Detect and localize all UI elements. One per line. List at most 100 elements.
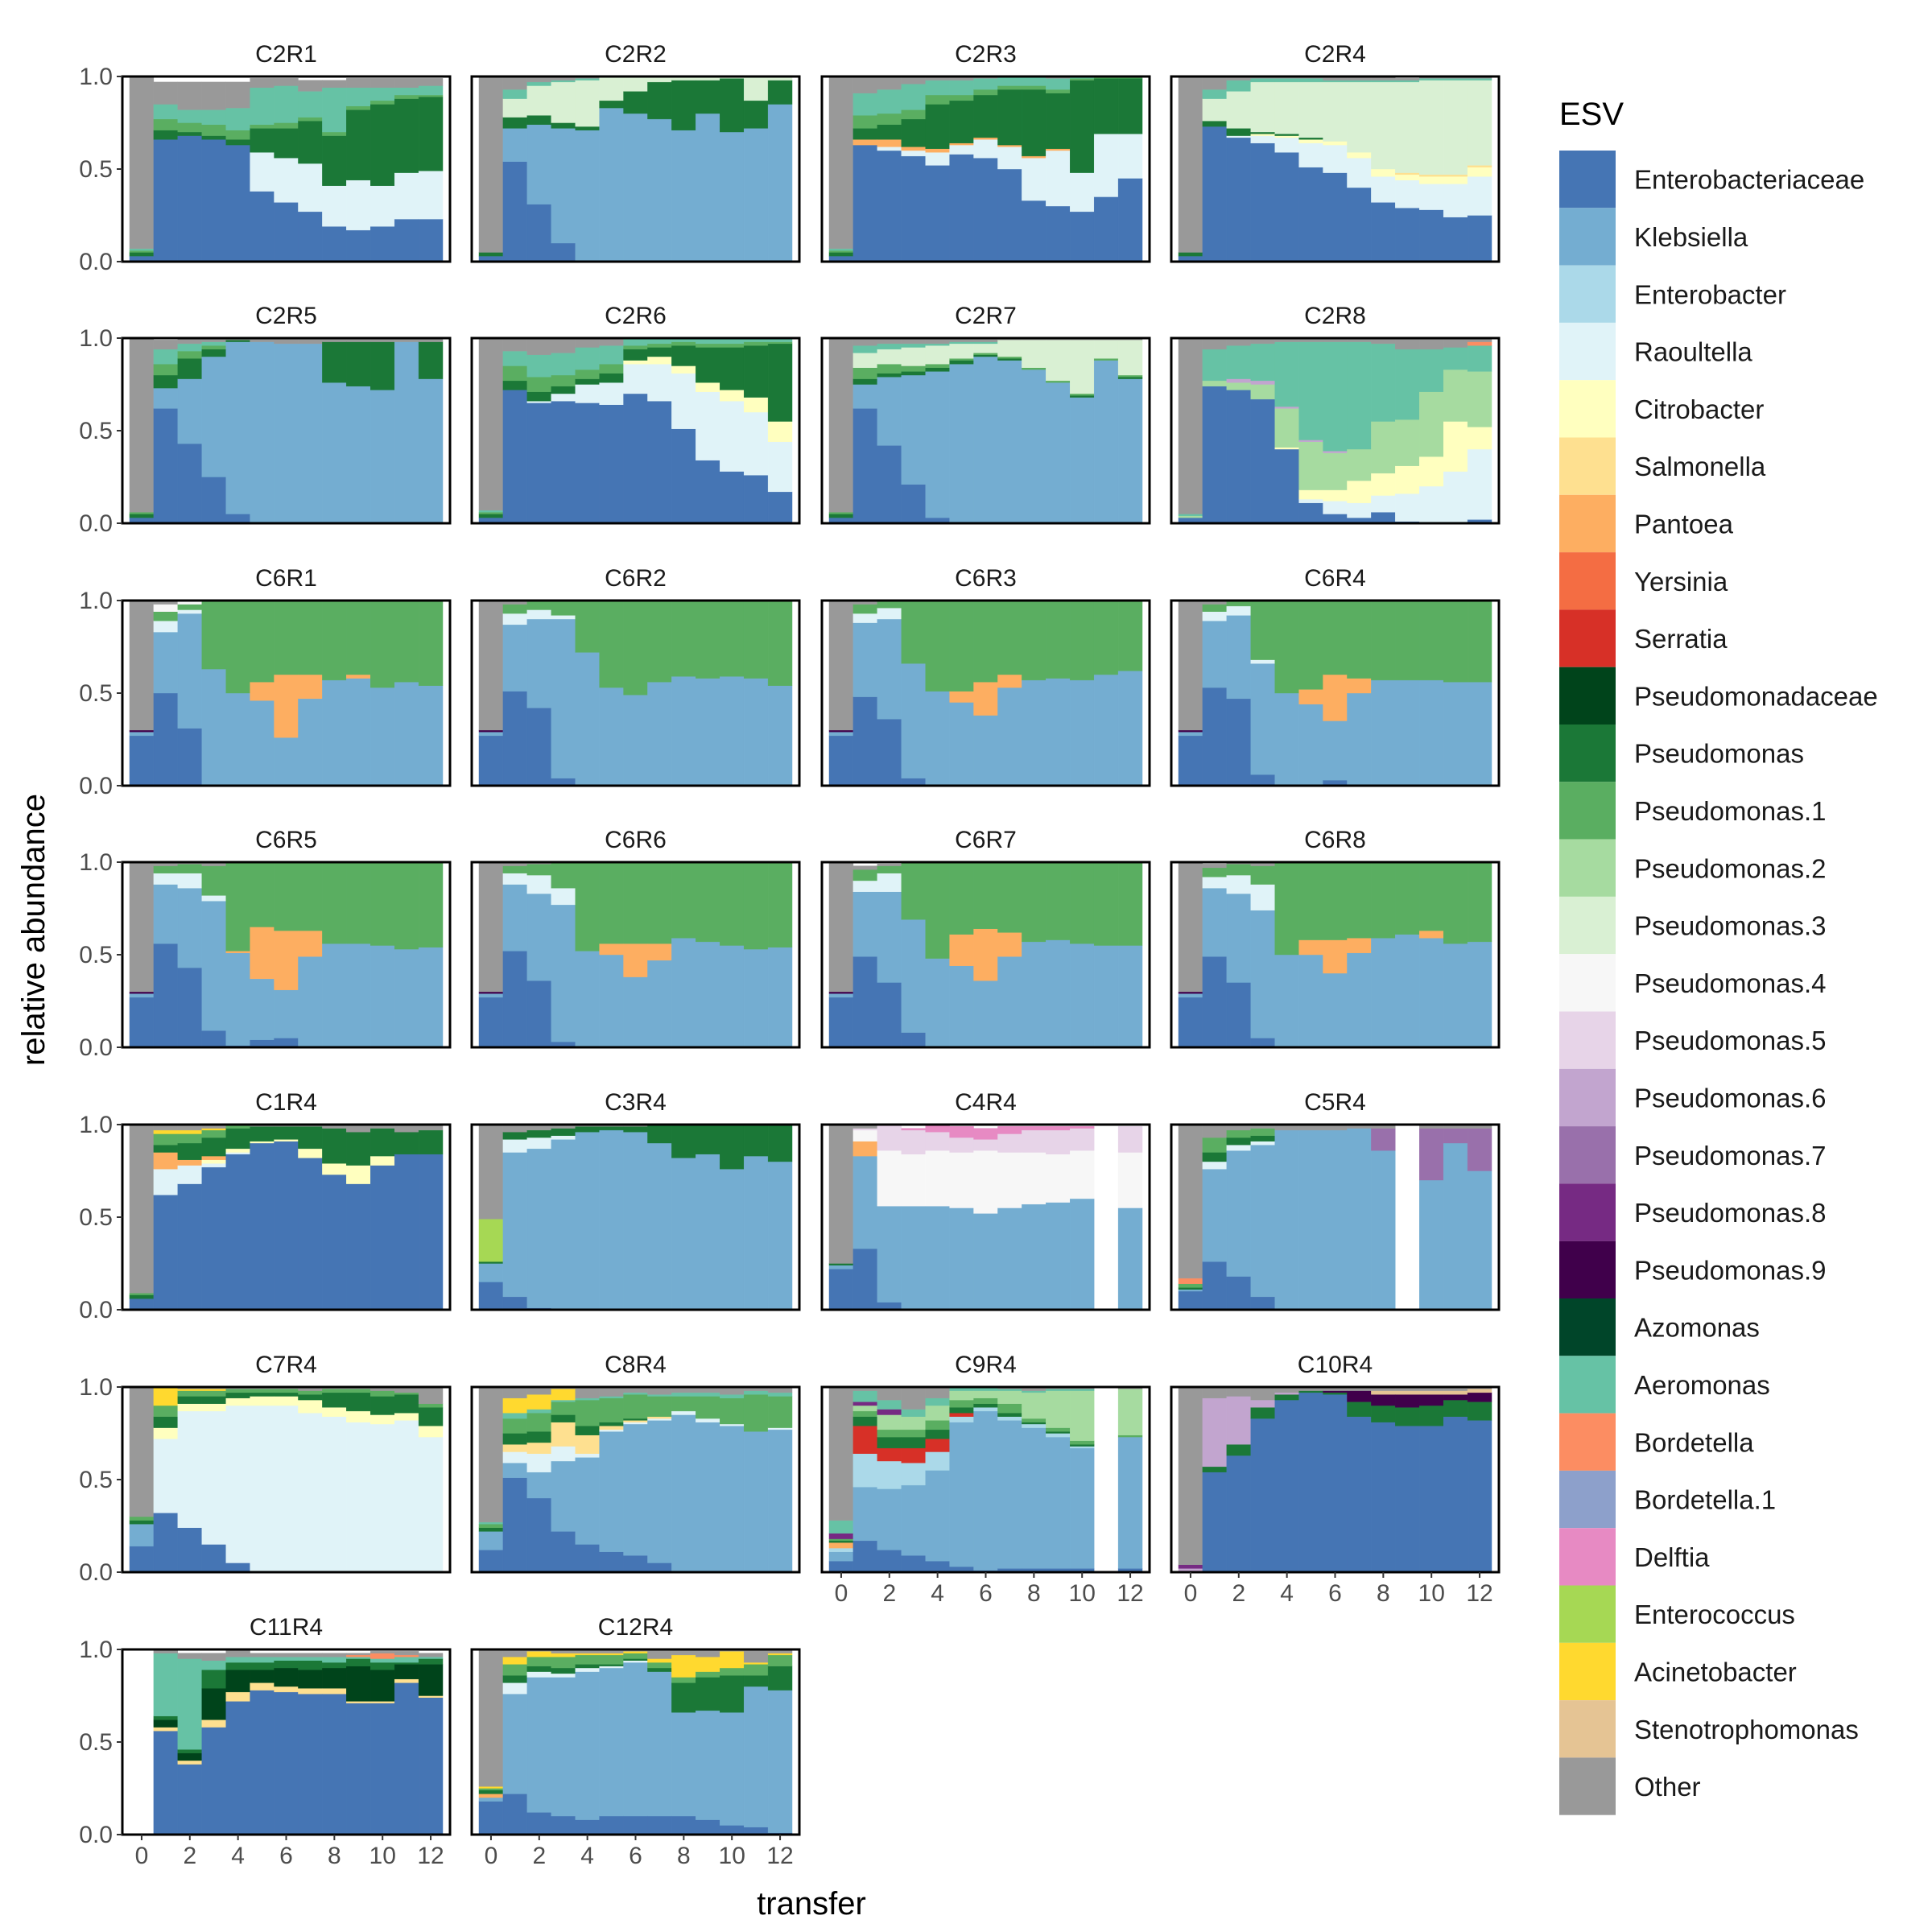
bar-segment — [852, 1453, 878, 1488]
bar-segment — [1226, 874, 1251, 894]
facet-title: C10R4 — [1298, 1352, 1373, 1378]
bar-segment — [1467, 1128, 1492, 1171]
bar-segment — [599, 1654, 624, 1665]
bar-segment — [852, 1410, 878, 1418]
bar-segment — [901, 663, 926, 779]
bar-segment — [949, 1152, 974, 1208]
bar-segment — [575, 1453, 600, 1458]
bar-segment — [1022, 85, 1046, 90]
bar-segment — [153, 130, 179, 140]
bar-segment — [177, 1133, 202, 1144]
bar-segment — [478, 1124, 504, 1220]
bar-segment — [418, 97, 444, 171]
bar-segment — [129, 1293, 155, 1295]
bar-segment — [997, 861, 1022, 933]
bar-segment — [877, 124, 902, 140]
bar-segment — [418, 218, 444, 262]
bar-segment — [322, 600, 347, 681]
bar-segment — [346, 600, 371, 675]
bar-segment — [153, 1715, 179, 1720]
bar-segment — [1250, 81, 1275, 133]
bar-segment — [1395, 1393, 1420, 1408]
facet-title: C11R4 — [250, 1614, 323, 1641]
bar-segment — [623, 1418, 648, 1421]
bar-segment — [346, 1658, 371, 1666]
bar-segment — [623, 861, 648, 944]
bar-segment — [973, 89, 998, 96]
bar-segment — [478, 993, 504, 998]
bar-segment — [1070, 80, 1095, 173]
bar-segment — [973, 137, 998, 140]
bar-segment — [997, 76, 1022, 86]
bar-segment — [623, 943, 648, 977]
bar-segment — [1298, 137, 1323, 140]
bar-segment — [877, 608, 902, 620]
bar-segment — [720, 1393, 745, 1398]
legend-swatch — [1559, 1011, 1616, 1069]
bar-segment — [1117, 378, 1143, 524]
bar-segment — [502, 89, 528, 99]
bar-segment — [177, 1403, 202, 1412]
bar-segment — [1046, 678, 1071, 786]
y-tick-label: 0.0 — [79, 1297, 113, 1323]
facet-title: C6R6 — [605, 827, 667, 853]
bar-segment — [1250, 1145, 1275, 1298]
y-tick-label: 0.0 — [79, 249, 113, 275]
bar-segment — [1419, 1393, 1444, 1406]
bar-segment — [1443, 600, 1468, 683]
bar-segment — [298, 120, 323, 164]
bar-segment — [1347, 157, 1372, 188]
bar-segment — [1250, 910, 1275, 1038]
bar-segment — [575, 861, 600, 952]
bar-segment — [973, 980, 998, 1048]
bar-segment — [1467, 165, 1492, 167]
bar-segment — [1226, 982, 1251, 1048]
bar-segment — [370, 687, 395, 786]
bar-segment — [225, 130, 250, 140]
bar-segment — [201, 341, 226, 346]
bar-segment — [322, 1656, 347, 1663]
bar-segment — [901, 1128, 926, 1131]
bar-segment — [526, 708, 551, 786]
bar-segment — [647, 364, 672, 402]
legend-label: Bordetella — [1634, 1427, 1754, 1457]
panel-border — [470, 1123, 801, 1311]
bar-segment — [394, 1131, 419, 1154]
legend-label: Other — [1634, 1772, 1701, 1802]
bar-segment — [250, 1690, 275, 1835]
bar-segment — [502, 128, 528, 162]
bar-segment — [901, 1386, 926, 1410]
bar-segment — [225, 1563, 250, 1573]
bar-segment — [298, 1148, 323, 1158]
bar-segment — [394, 861, 419, 950]
bar-segment — [1347, 1402, 1372, 1418]
bar-segment — [901, 1154, 926, 1207]
y-tick-label: 1.0 — [79, 849, 113, 876]
bar-segment — [274, 737, 299, 786]
bar-segment — [696, 1656, 720, 1672]
x-tick-label: 0 — [1184, 1580, 1198, 1607]
bar-segment — [901, 600, 926, 664]
bar-segment — [877, 1429, 902, 1438]
legend-swatch — [1559, 151, 1616, 208]
bar-segment — [153, 387, 179, 409]
bar-segment — [1274, 954, 1299, 1048]
bar-segment — [298, 956, 323, 1048]
bar-segment — [1323, 1390, 1348, 1393]
bar-segment — [274, 78, 299, 86]
legend-label: Enterobacteriaceae — [1634, 165, 1864, 195]
bar-segment — [1419, 174, 1444, 177]
legend-item: Acinetobacter — [1559, 1642, 1797, 1701]
bar-segment — [526, 980, 551, 1048]
bar-segment — [997, 956, 1022, 1048]
bar-segment — [250, 1392, 275, 1397]
bar-segment — [153, 631, 179, 694]
bar-segment — [177, 135, 202, 262]
bar-segment — [877, 445, 902, 524]
bar-segment — [1323, 1392, 1348, 1395]
bar-segment — [973, 1139, 998, 1151]
bar-segment — [129, 76, 155, 250]
bar-segment — [1093, 674, 1119, 786]
